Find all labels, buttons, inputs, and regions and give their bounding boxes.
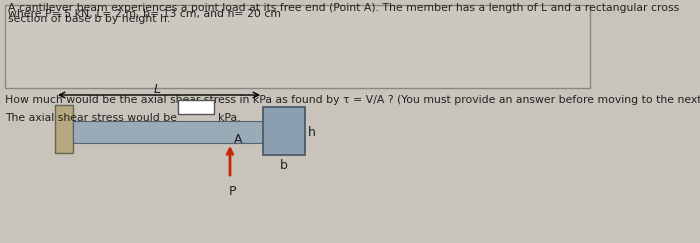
Bar: [178, 100, 214, 114]
Text: The axial shear stress would be: The axial shear stress would be: [5, 113, 177, 123]
Text: where P= 5 kN, L= 2 m, b= 13 cm, and h= 20 cm: where P= 5 kN, L= 2 m, b= 13 cm, and h= …: [8, 9, 281, 19]
Bar: [263, 107, 305, 155]
Text: h: h: [308, 127, 316, 139]
Text: A cantilever beam experiences a point load at its free end (Point A). The member: A cantilever beam experiences a point lo…: [8, 3, 679, 13]
Text: L: L: [153, 83, 160, 96]
Bar: [73, 121, 263, 143]
Text: section of base b by height h.: section of base b by height h.: [8, 14, 170, 24]
Bar: [5, 5, 590, 88]
Bar: [55, 105, 73, 153]
Text: A: A: [234, 133, 242, 146]
Text: P: P: [230, 185, 237, 198]
Text: kPa.: kPa.: [218, 113, 241, 123]
Text: How much would be the axial shear stress in kPa as found by τ = V/A ? (You must : How much would be the axial shear stress…: [5, 95, 700, 105]
Text: b: b: [280, 159, 288, 172]
